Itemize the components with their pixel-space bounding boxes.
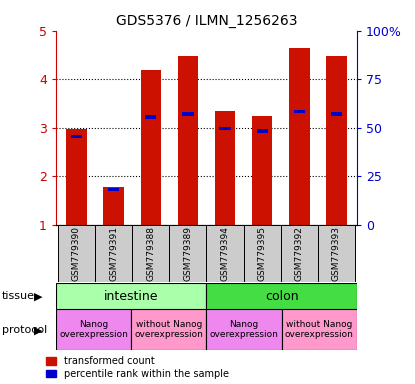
Text: colon: colon [265, 290, 298, 303]
Bar [215, 111, 235, 225]
Bar [331, 113, 342, 116]
Bar [326, 56, 347, 225]
Bar [244, 225, 281, 282]
Text: Nanog
overexpression: Nanog overexpression [210, 320, 278, 339]
Bar [318, 225, 355, 282]
Text: intestine: intestine [104, 290, 159, 303]
Text: tissue: tissue [2, 291, 35, 301]
Bar [145, 115, 156, 119]
Bar [132, 225, 169, 282]
Text: GSM779395: GSM779395 [258, 227, 267, 281]
Bar [182, 113, 193, 116]
Bar [108, 187, 119, 191]
Text: GSM779394: GSM779394 [220, 227, 229, 281]
Bar [131, 309, 206, 350]
Bar [281, 225, 318, 282]
Legend: transformed count, percentile rank within the sample: transformed count, percentile rank withi… [46, 356, 229, 379]
Bar [169, 225, 206, 282]
Text: without Nanog
overexpression: without Nanog overexpression [134, 320, 203, 339]
Bar [206, 283, 357, 309]
Title: GDS5376 / ILMN_1256263: GDS5376 / ILMN_1256263 [116, 14, 297, 28]
Text: GSM779393: GSM779393 [332, 227, 341, 281]
Bar [95, 225, 132, 282]
Text: GSM779389: GSM779389 [183, 227, 193, 281]
Bar [252, 116, 272, 225]
Text: ▶: ▶ [34, 325, 43, 335]
Bar [282, 309, 357, 350]
Bar [294, 110, 305, 113]
Text: GSM779390: GSM779390 [72, 227, 81, 281]
Text: protocol: protocol [2, 325, 47, 335]
Text: GSM779388: GSM779388 [146, 227, 155, 281]
Bar [289, 48, 310, 225]
Bar [256, 129, 268, 133]
Bar [56, 283, 206, 309]
Text: Nanog
overexpression: Nanog overexpression [59, 320, 128, 339]
Bar [206, 309, 282, 350]
Bar [56, 309, 131, 350]
Text: ▶: ▶ [34, 291, 43, 301]
Bar [220, 127, 231, 130]
Text: without Nanog
overexpression: without Nanog overexpression [285, 320, 354, 339]
Bar [103, 187, 124, 225]
Bar [58, 225, 95, 282]
Text: GSM779391: GSM779391 [109, 227, 118, 281]
Bar [66, 129, 87, 225]
Bar [178, 56, 198, 225]
Bar [141, 71, 161, 225]
Text: GSM779392: GSM779392 [295, 227, 304, 281]
Bar [71, 135, 82, 138]
Bar [207, 225, 244, 282]
